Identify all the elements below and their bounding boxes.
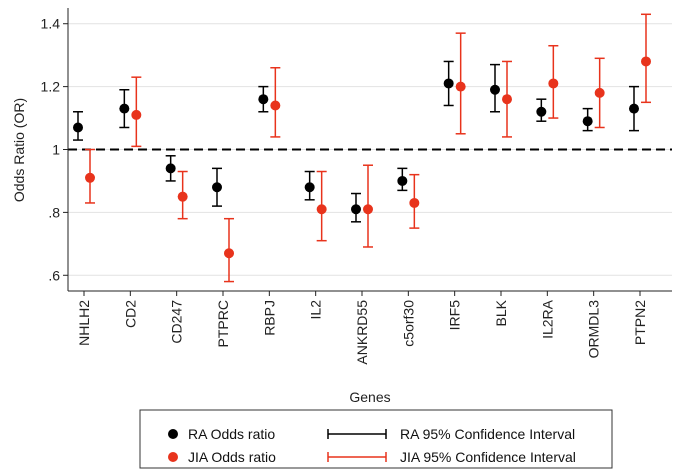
legend-ra-label: RA Odds ratio [188, 426, 275, 442]
x-axis-ticks: NHLH2 CD2 CD247 PTPRC RBPJ IL2 ANKRD55 c5orf30 I… [76, 291, 648, 365]
x-tick-label: IRF5 [447, 300, 463, 331]
point-marker [270, 100, 281, 111]
point-marker [409, 197, 420, 208]
point-marker [258, 94, 269, 105]
point-marker [363, 204, 373, 215]
legend-jia-ci-label: JIA 95% Confidence Interval [400, 449, 576, 465]
x-tick-label: ORMDL3 [586, 300, 602, 359]
x-tick-label: RBPJ [261, 300, 277, 336]
y-tick-label: .6 [48, 267, 60, 283]
x-tick-label: PTPN2 [632, 300, 648, 345]
y-tick-label: .8 [48, 204, 60, 220]
y-axis-title: Odds Ratio (OR) [11, 98, 27, 202]
y-axis-ticks: .6 .8 1 1.2 1.4 [41, 16, 68, 283]
legend-jia-marker [168, 452, 178, 462]
x-tick-label: CD247 [169, 300, 185, 344]
legend-ra-ci-label: RA 95% Confidence Interval [400, 426, 575, 442]
point-marker [131, 109, 142, 120]
point-marker [502, 94, 512, 105]
point-marker [490, 84, 500, 95]
point-marker [641, 56, 651, 67]
x-tick-label: c5orf30 [400, 300, 416, 347]
series-layer [73, 13, 651, 283]
legend-ra-marker [168, 429, 178, 439]
point-marker [455, 81, 466, 92]
x-tick-label: IL2RA [539, 299, 555, 339]
x-tick-label: PTPRC [215, 300, 231, 347]
x-tick-label: NHLH2 [76, 300, 92, 346]
point-marker [594, 87, 605, 98]
series-jia [85, 13, 651, 283]
point-marker [304, 182, 315, 193]
point-marker [443, 78, 454, 89]
point-marker [351, 204, 361, 215]
point-marker [212, 182, 222, 193]
x-tick-label: BLK [493, 299, 509, 326]
x-tick-label: CD2 [122, 300, 138, 328]
legend: RA Odds ratio RA 95% Confidence Interval… [139, 409, 613, 469]
x-tick-label: ANKRD55 [354, 300, 370, 365]
x-tick-label: IL2 [308, 300, 324, 320]
legend-box [139, 409, 613, 469]
x-axis-title: Genes [349, 389, 390, 405]
point-marker [224, 248, 234, 259]
point-marker [85, 172, 95, 183]
legend-jia-ci-symbol [327, 452, 387, 462]
y-tick-label: 1.4 [41, 16, 61, 32]
point-marker [397, 175, 408, 186]
point-marker [548, 78, 559, 89]
y-tick-label: 1 [52, 142, 60, 158]
point-marker [177, 191, 188, 202]
legend-ra-ci-symbol [327, 429, 387, 439]
point-marker [119, 103, 130, 114]
point-marker [165, 163, 176, 174]
point-marker [536, 106, 547, 117]
y-tick-label: 1.2 [41, 79, 61, 95]
point-marker [316, 204, 327, 215]
legend-jia-label: JIA Odds ratio [188, 449, 276, 465]
series-ra [73, 60, 639, 223]
point-marker [73, 122, 83, 133]
point-marker [629, 103, 639, 114]
point-marker [582, 116, 593, 127]
